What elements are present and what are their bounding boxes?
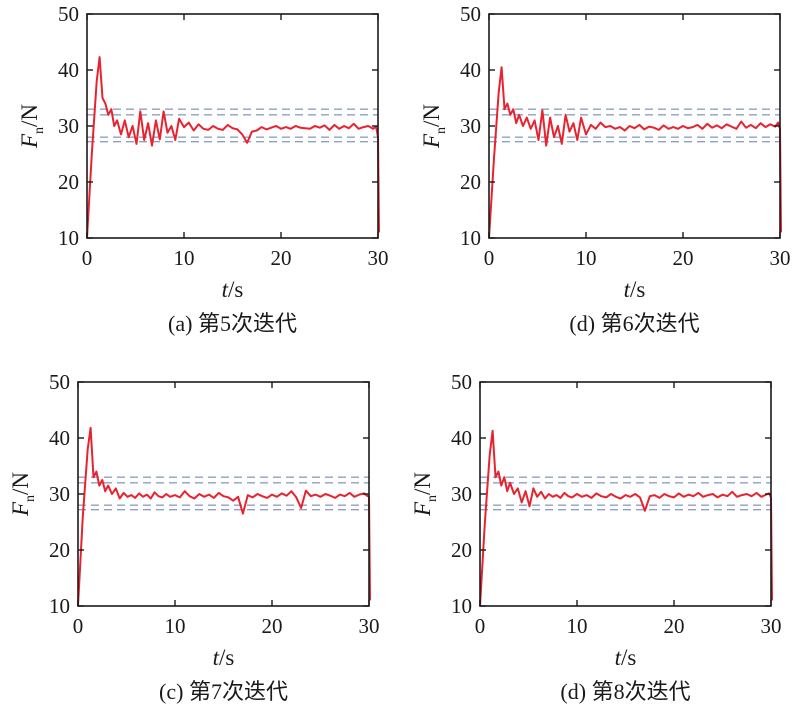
y-tick-label: 10: [460, 226, 481, 250]
x-tick-label: 0: [82, 246, 93, 270]
x-tick-label: 30: [761, 614, 782, 638]
x-tick-label: 20: [673, 246, 694, 270]
y-tick-label: 20: [49, 538, 70, 562]
y-tick-label: 10: [58, 226, 79, 250]
y-axis-title: Fn/N: [8, 472, 38, 517]
y-tick-label: 50: [451, 370, 472, 394]
x-tick-label: 20: [271, 246, 292, 270]
force-series-line: [479, 429, 773, 607]
x-tick-label: 10: [165, 614, 186, 638]
y-tick-label: 50: [460, 2, 481, 26]
x-tick-label: 30: [368, 246, 389, 270]
x-tick-label: 0: [484, 246, 495, 270]
x-tick-label: 20: [664, 614, 685, 638]
y-tick-label: 40: [49, 426, 70, 450]
y-tick-label: 50: [49, 370, 70, 394]
panel-caption: (c) 第7次迭代: [159, 679, 288, 704]
x-axis-title: t/s: [213, 645, 235, 670]
panel-caption: (d) 第6次迭代: [569, 311, 699, 336]
force-series-line: [86, 56, 380, 239]
y-tick-label: 40: [460, 58, 481, 82]
x-axis-title: t/s: [222, 277, 244, 302]
force-series-line: [77, 426, 371, 607]
y-tick-label: 30: [58, 114, 79, 138]
y-axis-title: Fn/N: [419, 104, 449, 149]
x-tick-label: 10: [174, 246, 195, 270]
x-tick-label: 30: [359, 614, 380, 638]
y-axis-title: Fn/N: [17, 104, 47, 149]
y-tick-label: 20: [460, 170, 481, 194]
x-tick-label: 20: [262, 614, 283, 638]
x-tick-label: 10: [576, 246, 597, 270]
x-tick-label: 10: [567, 614, 588, 638]
x-axis-title: t/s: [615, 645, 637, 670]
y-tick-label: 10: [49, 594, 70, 618]
x-tick-label: 0: [73, 614, 84, 638]
y-tick-label: 20: [58, 170, 79, 194]
y-tick-label: 30: [49, 482, 70, 506]
y-tick-label: 10: [451, 594, 472, 618]
y-axis-title: Fn/N: [410, 472, 440, 517]
force-series-line: [488, 66, 782, 239]
y-tick-label: 30: [451, 482, 472, 506]
x-axis-title: t/s: [624, 277, 646, 302]
y-tick-label: 20: [451, 538, 472, 562]
panel-caption: (d) 第8次迭代: [560, 679, 690, 704]
y-tick-label: 40: [451, 426, 472, 450]
panel-caption: (a) 第5次迭代: [168, 311, 297, 336]
y-tick-label: 40: [58, 58, 79, 82]
x-tick-label: 0: [475, 614, 486, 638]
x-tick-label: 30: [770, 246, 791, 270]
y-tick-label: 50: [58, 2, 79, 26]
y-tick-label: 30: [460, 114, 481, 138]
